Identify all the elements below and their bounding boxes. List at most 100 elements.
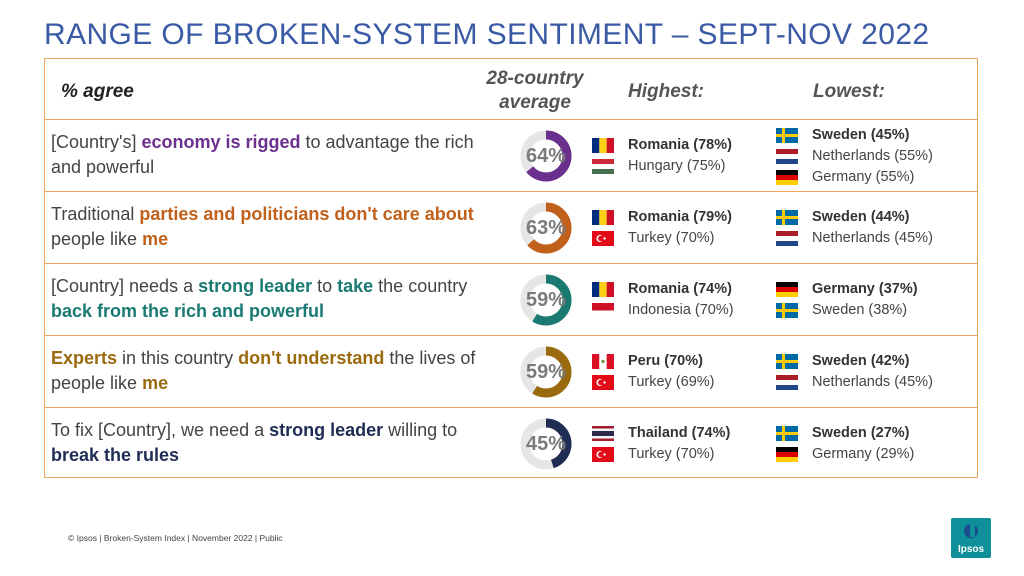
statement-text: [Country] needs a strong leader to take …	[51, 274, 491, 324]
donut-arc	[520, 202, 572, 254]
statement-highlight: don't understand	[238, 348, 385, 368]
highest-country-label: Romania (79%)	[628, 209, 732, 225]
sweden-flag-icon	[776, 426, 798, 441]
statement-highlight: take	[337, 276, 374, 296]
table-header: % agree 28-country average Highest: Lowe…	[45, 59, 977, 120]
statement-segment: people like	[51, 229, 143, 249]
page-title: RANGE OF BROKEN-SYSTEM SENTIMENT – SEPT-…	[44, 18, 930, 51]
ipsos-logo: Ipsos	[951, 518, 991, 558]
indonesia-flag-icon	[592, 303, 614, 318]
turkey-flag-icon	[592, 375, 614, 390]
table-row: [Country's] economy is rigged to advanta…	[45, 120, 977, 192]
statement-text: Traditional parties and politicians don'…	[51, 202, 491, 252]
average-percent: 63%	[525, 217, 567, 239]
statement-segment: willing to	[383, 420, 458, 440]
average-donut: 59%	[515, 344, 577, 400]
highest-header: Highest:	[628, 81, 704, 102]
netherlands-flag-icon	[776, 375, 798, 390]
lowest-header: Lowest:	[813, 81, 885, 102]
statement-segment: [Country] needs a	[51, 276, 199, 296]
lowest-country-label: Sweden (44%)	[812, 209, 910, 225]
lowest-country-label: Netherlands (55%)	[812, 148, 933, 164]
average-percent: 59%	[525, 289, 567, 311]
statement-highlight: break the rules	[51, 445, 180, 465]
statement-segment: Traditional	[51, 204, 140, 224]
statement-segment: To fix [Country], we need a	[51, 420, 270, 440]
germany-flag-icon	[776, 447, 798, 462]
highest-country-label: Romania (74%)	[628, 281, 732, 297]
donut-arc	[520, 274, 572, 326]
statement-text: [Country's] economy is rigged to advanta…	[51, 130, 491, 180]
average-donut: 59%	[515, 272, 577, 328]
statement-highlight: me	[142, 229, 169, 249]
sweden-flag-icon	[776, 354, 798, 369]
average-percent: 45%	[525, 433, 567, 455]
lowest-country-label: Netherlands (45%)	[812, 374, 933, 390]
turkey-flag-icon	[592, 231, 614, 246]
lowest-country-label: Sweden (45%)	[812, 127, 910, 143]
average-donut: 63%	[515, 200, 577, 256]
donut-arc	[520, 346, 572, 398]
statement-highlight: back from the rich and powerful	[51, 301, 325, 321]
logo-text: Ipsos	[958, 544, 985, 555]
thailand-flag-icon	[592, 426, 614, 441]
romania-flag-icon	[592, 282, 614, 297]
hungary-flag-icon	[592, 159, 614, 174]
statement-segment: in this country	[117, 348, 239, 368]
average-donut: 64%	[515, 128, 577, 184]
highest-country-label: Hungary (75%)	[628, 158, 726, 174]
donut-arc	[520, 418, 572, 470]
romania-flag-icon	[592, 138, 614, 153]
average-percent: 59%	[525, 361, 567, 383]
peru-flag-icon	[592, 354, 614, 369]
highest-country-label: Thailand (74%)	[628, 425, 731, 441]
average-donut: 45%	[515, 416, 577, 472]
lowest-country-label: Sweden (27%)	[812, 425, 910, 441]
average-header-line2: average	[499, 92, 571, 113]
donut-arc	[520, 130, 572, 182]
sweden-flag-icon	[776, 210, 798, 225]
statement-highlight: strong leader	[198, 276, 313, 296]
statement-text: Experts in this country don't understand…	[51, 346, 491, 396]
highest-country-label: Turkey (70%)	[628, 446, 715, 462]
statement-highlight: parties and politicians don't care about	[139, 204, 474, 224]
highest-country-label: Romania (78%)	[628, 137, 732, 153]
highest-country-label: Turkey (69%)	[628, 374, 715, 390]
statement-highlight: economy is rigged	[141, 132, 301, 152]
statement-segment: [Country's]	[51, 132, 142, 152]
turkey-flag-icon	[592, 447, 614, 462]
lowest-country-label: Germany (37%)	[812, 281, 918, 297]
lowest-country-label: Sweden (42%)	[812, 353, 910, 369]
sentiment-table: % agree 28-country average Highest: Lowe…	[44, 58, 978, 478]
netherlands-flag-icon	[776, 149, 798, 164]
highest-country-label: Turkey (70%)	[628, 230, 715, 246]
footer-note: © Ipsos | Broken-System Index | November…	[68, 533, 283, 543]
sweden-flag-icon	[776, 303, 798, 318]
lowest-country-label: Sweden (38%)	[812, 302, 908, 318]
statement-segment: to	[312, 276, 338, 296]
sweden-flag-icon	[776, 128, 798, 143]
table-row: [Country] needs a strong leader to take …	[45, 264, 977, 336]
statement-segment: the lives of people like	[51, 348, 476, 393]
average-header: 28-country average	[475, 67, 595, 115]
netherlands-flag-icon	[776, 231, 798, 246]
table-row: Traditional parties and politicians don'…	[45, 192, 977, 264]
statement-segment: to advantage the rich and powerful	[51, 132, 474, 177]
average-percent: 64%	[525, 145, 567, 167]
highest-country-label: Peru (70%)	[628, 353, 703, 369]
statement-highlight: strong leader	[269, 420, 384, 440]
statement-highlight: Experts	[51, 348, 118, 368]
statement-text: To fix [Country], we need a strong leade…	[51, 418, 491, 468]
table-row: To fix [Country], we need a strong leade…	[45, 408, 977, 479]
table-row: Experts in this country don't understand…	[45, 336, 977, 408]
lowest-country-label: Netherlands (45%)	[812, 230, 933, 246]
highest-country-label: Indonesia (70%)	[628, 302, 734, 318]
agree-header: % agree	[61, 81, 134, 102]
average-header-line1: 28-country	[486, 68, 584, 89]
lowest-country-label: Germany (55%)	[812, 169, 915, 185]
statement-highlight: me	[142, 373, 169, 393]
germany-flag-icon	[776, 282, 798, 297]
germany-flag-icon	[776, 170, 798, 185]
statement-segment: the country	[373, 276, 468, 296]
romania-flag-icon	[592, 210, 614, 225]
